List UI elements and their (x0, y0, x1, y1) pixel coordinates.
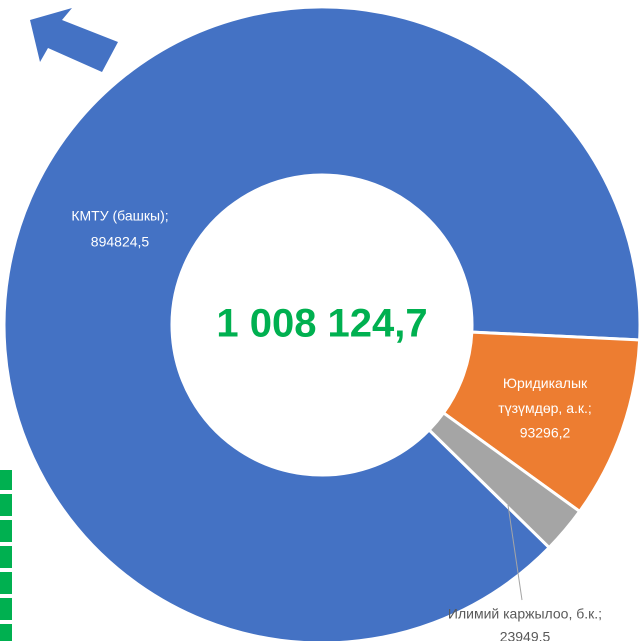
slice-value-label: 23949,5 (500, 629, 551, 641)
slice-value-label: 93296,2 (520, 425, 571, 441)
slice-value-label: 894824,5 (91, 234, 150, 250)
donut-slice (2, 5, 639, 641)
slice-label: Илимий каржылоо, б.к.; (448, 606, 602, 622)
slice-label: КМТУ (башкы); (71, 208, 168, 224)
donut-slice (427, 410, 582, 550)
slice-label: Юридикалык түзүмдөр, а.к.; (498, 375, 592, 416)
center-label: 1 008 124,7 (216, 302, 427, 346)
side-cells (0, 470, 12, 641)
arrow-icon (30, 8, 118, 72)
leader-line (507, 504, 523, 601)
